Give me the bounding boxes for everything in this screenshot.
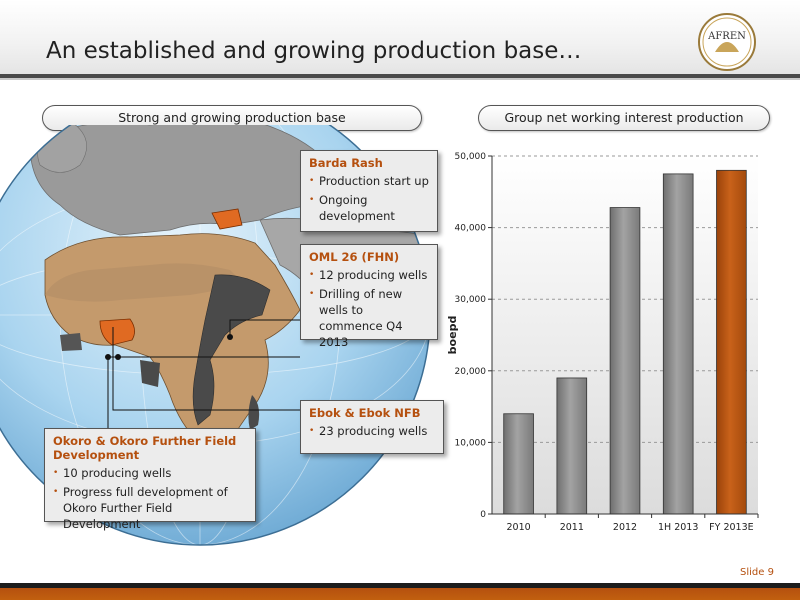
- chart-header: Group net working interest production: [478, 105, 770, 131]
- header-rule-light: [0, 78, 800, 80]
- callout-okoro: Okoro & Okoro Further Field Development …: [44, 428, 256, 531]
- company-logo: AFREN: [698, 13, 756, 71]
- production-bar-chart: 0 10,000 20,000 30,000 40,000 50,000 2010 2011…: [446, 152, 759, 533]
- callout-bullet: Ongoing development: [309, 192, 429, 224]
- east-africa-region: [192, 274, 271, 426]
- callout-bullet: 12 producing wells: [309, 267, 429, 283]
- north-africa-region: [45, 263, 245, 302]
- callout-bullet: Drilling of new wells to commence Q4 201…: [309, 286, 429, 350]
- y-tick-label: 0: [480, 510, 486, 520]
- callout-title: OML 26 (FHN): [309, 250, 400, 264]
- callout-title: Ebok & Ebok NFB: [309, 406, 421, 420]
- callout-title: Okoro & Okoro Further Field Development: [53, 434, 237, 462]
- callout-oml26: OML 26 (FHN) 12 producing wells Drilling…: [300, 244, 438, 349]
- bar-2011: [556, 377, 588, 515]
- x-tick-label: 1H 2013: [658, 522, 698, 533]
- y-axis-ticks: 0 10,000 20,000 30,000 40,000 50,000: [455, 152, 492, 520]
- page-title: An established and growing production ba…: [46, 38, 582, 64]
- europe-region: [29, 125, 331, 236]
- x-tick-label: 2011: [560, 522, 584, 533]
- bar-2010: [503, 413, 534, 515]
- ivory-coast-region: [60, 333, 82, 351]
- bar-2012: [609, 207, 641, 515]
- chart-bars: [503, 169, 747, 515]
- x-tick-label: FY 2013E: [709, 522, 753, 533]
- callout-barda-rash: Barda Rash Production start up Ongoing d…: [300, 150, 438, 232]
- callout-leader-lines: [107, 319, 300, 430]
- logo-emblem-icon: [715, 42, 739, 52]
- congo-region: [140, 360, 160, 387]
- x-tick-label: 2010: [507, 522, 531, 533]
- header-rule: [0, 74, 800, 78]
- slide-number: Slide 9: [740, 567, 774, 578]
- y-tick-label: 40,000: [455, 224, 487, 234]
- header-band: [0, 0, 800, 78]
- x-axis-ticks: 2010 2011 2012 1H 2013 FY 2013E: [507, 514, 759, 533]
- bar-fy-2013e: [716, 169, 747, 515]
- y-tick-label: 30,000: [455, 295, 487, 305]
- y-tick-label: 50,000: [455, 152, 487, 162]
- y-tick-label: 20,000: [455, 367, 487, 377]
- callout-bullet: 10 producing wells: [53, 465, 247, 481]
- callout-ebok: Ebok & Ebok NFB 23 producing wells: [300, 400, 444, 454]
- callout-bullet: Progress full development of Okoro Furth…: [53, 484, 247, 532]
- callout-markers: [105, 334, 233, 360]
- callout-bullet: Production start up: [309, 173, 429, 189]
- footer-band: [0, 583, 800, 600]
- y-axis-label: boepd: [446, 316, 459, 355]
- nigeria-highlight: [99, 318, 135, 346]
- kurdistan-highlight: [211, 208, 243, 230]
- x-tick-label: 2012: [613, 522, 637, 533]
- madagascar-region: [248, 395, 260, 430]
- callout-bullet: 23 producing wells: [309, 423, 435, 439]
- bar-1h-2013: [662, 173, 694, 515]
- iberia-region: [37, 125, 87, 173]
- callout-title: Barda Rash: [309, 156, 383, 170]
- logo-text: AFREN: [707, 31, 746, 42]
- y-tick-label: 10,000: [455, 438, 487, 448]
